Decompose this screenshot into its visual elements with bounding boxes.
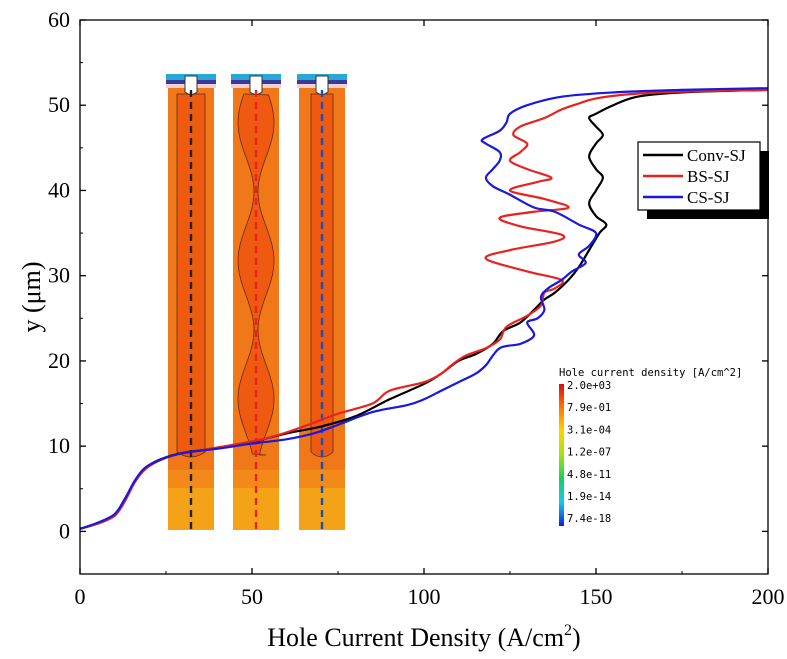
x-tick-label: 200 xyxy=(752,584,785,609)
colorbar-title: Hole current density [A/cm^2] xyxy=(559,367,742,379)
y-axis-title: y (μm) xyxy=(17,262,46,333)
y-tick-label: 0 xyxy=(59,518,70,543)
axes: 0 50 100 150 200 0 10 20 30 40 50 60 Hole Current De… xyxy=(17,7,785,652)
y-tick-label: 50 xyxy=(48,92,70,117)
device-1 xyxy=(166,74,216,530)
colorbar: Hole current density [A/cm^2]2.0e+03 7.9e… xyxy=(559,367,742,526)
x-axis-title-tail: ) xyxy=(572,623,581,652)
y-tick-label: 30 xyxy=(48,263,70,288)
legend: Conv-SJ BS-SJ CS-SJ xyxy=(637,141,769,219)
colorbar-label: 3.1e-04 xyxy=(567,424,611,436)
x-tick-label: 0 xyxy=(75,584,86,609)
colorbar-scale xyxy=(559,384,564,526)
x-axis-title: Hole Current Density (A/cm2) xyxy=(267,622,580,652)
colorbar-label: 1.9e-14 xyxy=(567,491,611,503)
series-group xyxy=(79,87,769,530)
y-tick-label: 10 xyxy=(48,433,70,458)
device-3 xyxy=(297,74,347,530)
y-tick-label: 20 xyxy=(48,348,70,373)
colorbar-label: 2.0e+03 xyxy=(567,380,611,392)
legend-label-conv-sj: Conv-SJ xyxy=(687,146,746,165)
legend-label-bs-sj: BS-SJ xyxy=(687,167,730,186)
y-tick-label: 60 xyxy=(48,7,70,32)
y-tick-label: 40 xyxy=(48,177,70,202)
x-tick-label: 150 xyxy=(580,584,613,609)
colorbar-label: 7.9e-01 xyxy=(567,402,611,414)
x-tick-label: 50 xyxy=(241,584,263,609)
x-tick-label: 100 xyxy=(408,584,441,609)
legend-label-cs-sj: CS-SJ xyxy=(687,188,730,207)
colorbar-label: 1.2e-07 xyxy=(567,447,611,459)
x-axis-title-sup: 2 xyxy=(564,622,572,639)
device-inset xyxy=(166,74,347,530)
x-axis-title-main: Hole Current Density (A/cm xyxy=(267,623,564,652)
colorbar-label: 4.8e-11 xyxy=(567,469,611,481)
series-line-cs-sj xyxy=(79,87,769,530)
device-2 xyxy=(231,74,281,530)
colorbar-label: 7.4e-18 xyxy=(567,513,611,525)
